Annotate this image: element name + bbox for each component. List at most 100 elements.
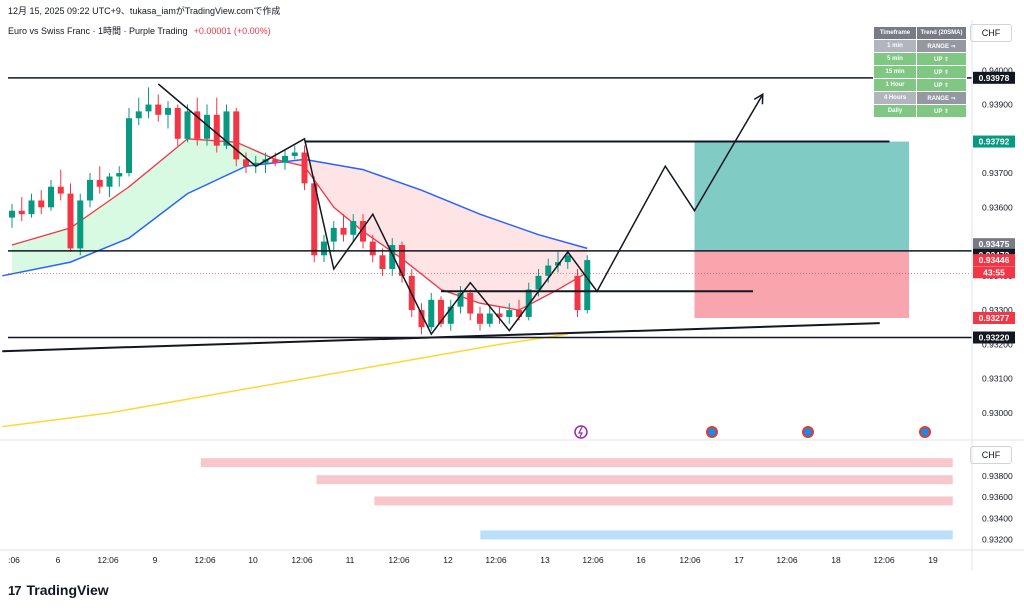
candle-body	[389, 245, 396, 269]
candle-body	[243, 159, 249, 167]
candle-body	[457, 292, 464, 307]
lightning-icon	[574, 425, 588, 439]
candle-body	[574, 275, 581, 311]
candle-body	[399, 245, 405, 276]
trend-row-timeframe: 5 min	[873, 52, 917, 66]
symbol-title: Euro vs Swiss Franc · 1時間 · Purple Tradi…	[8, 26, 188, 36]
candle-body	[194, 111, 201, 139]
candle-body	[38, 200, 45, 208]
candle-body	[545, 265, 552, 276]
candle-body	[418, 310, 425, 328]
price-label-text: 0.93978	[979, 73, 1010, 83]
candle-body	[165, 107, 171, 115]
candle-body	[213, 114, 220, 146]
trend-table-header: Timeframe Trend (20SMA)	[873, 26, 967, 40]
ma-yellow-line	[2, 333, 568, 428]
ma-red-line	[11, 138, 588, 311]
time-tick-label: :06	[8, 555, 20, 565]
event-markers	[574, 425, 931, 439]
time-tick-label: 10	[248, 555, 258, 565]
candle-body	[506, 310, 513, 317]
candle-body	[135, 111, 142, 119]
lightning-icon-bolt	[578, 426, 583, 438]
currency-button[interactable]: CHF	[970, 24, 1012, 42]
drawn-lines	[2, 77, 972, 353]
time-tick-label: 12	[443, 555, 453, 565]
time-tick-label: 13	[540, 555, 550, 565]
event-icon	[706, 426, 718, 438]
trend-row: 5 min UP ⇑	[873, 52, 967, 66]
price-tick-label: 0.93300	[982, 305, 1013, 315]
price-label-text: 0.93446	[979, 255, 1010, 265]
candle-body	[584, 260, 591, 311]
ma-cloud-fill	[12, 138, 271, 274]
volume-profile-bar	[200, 458, 953, 468]
candle-body	[233, 111, 240, 160]
time-tick-label: 12:06	[194, 555, 216, 565]
candles	[9, 87, 591, 335]
price-axis: 0.940000.939000.938000.937000.936000.935…	[0, 20, 1024, 570]
candle-body	[564, 255, 571, 263]
price-tick-label: 0.93700	[982, 168, 1013, 178]
candle-body	[223, 111, 230, 146]
candle-body	[204, 114, 210, 139]
time-tick-label: 6	[56, 555, 61, 565]
price-label-badge	[973, 135, 1015, 148]
candle-body	[311, 183, 318, 256]
trend-row-value: UP ⇑	[916, 104, 967, 118]
trend-table: Timeframe Trend (20SMA) 1 min RANGE ⇒ 5 …	[873, 26, 967, 118]
price-tick-label: 0.93100	[982, 374, 1013, 384]
symbol-line[interactable]: Euro vs Swiss Franc · 1時間 · Purple Tradi…	[8, 24, 271, 37]
candle-body	[145, 104, 152, 112]
candle-body	[330, 227, 337, 242]
candle-body	[379, 255, 386, 269]
price-label-badge	[973, 331, 1015, 344]
candle-body	[535, 275, 542, 290]
candle-body	[282, 155, 288, 163]
candle-body	[96, 179, 103, 187]
ma-cloud-fills	[12, 138, 588, 311]
volume-profile-bar	[480, 530, 953, 540]
chart-caption: 12月 15, 2025 09:22 UTC+9、tukasa_iamがTrad…	[8, 6, 281, 16]
candle-body	[272, 159, 279, 163]
trend-row: 15 min UP ⇑	[873, 65, 967, 79]
price-label-badge	[973, 266, 1015, 279]
tradingview-footer[interactable]: 17 TradingView	[8, 582, 109, 598]
time-tick-label: 12:06	[97, 555, 119, 565]
trend-row-timeframe: 1 min	[873, 39, 917, 53]
lower-tick-label: 0.93200	[982, 535, 1013, 545]
candle-body	[467, 292, 474, 314]
candle-body	[438, 299, 444, 324]
event-icon	[919, 426, 931, 438]
candle-body	[184, 111, 191, 139]
price-label-badge	[973, 238, 1015, 251]
time-tick-label: 12:06	[873, 555, 895, 565]
trend-row-value: RANGE ⇒	[916, 39, 967, 53]
ma-cloud-fill	[270, 157, 588, 311]
trend-row: Daily UP ⇑	[873, 104, 967, 118]
position-zones	[694, 141, 909, 318]
zigzag-path	[157, 83, 764, 336]
time-axis: :06 6 12:06 9 12:06 10 12:06 11 12:06 12 12:06 13 12…	[8, 555, 938, 565]
trend-header-timeframe: Timeframe	[873, 26, 917, 40]
trend-row-timeframe: Daily	[873, 104, 917, 118]
trend-row-value: UP ⇑	[916, 52, 967, 66]
time-tick-label: 12:06	[582, 555, 604, 565]
time-tick-label: 12:06	[485, 555, 507, 565]
candle-body	[360, 221, 366, 242]
event-icon-inner	[804, 428, 812, 436]
candle-body	[57, 186, 64, 194]
candle-body	[48, 186, 54, 208]
candle-body	[516, 310, 522, 317]
time-tick-label: 19	[928, 555, 938, 565]
currency-button-lower[interactable]: CHF	[970, 446, 1012, 464]
candle-body	[106, 176, 113, 187]
price-tick-label: 0.94000	[982, 65, 1013, 75]
event-icon	[802, 426, 814, 438]
time-tick-label: 12:06	[291, 555, 313, 565]
trend-row-timeframe: 15 min	[873, 65, 917, 79]
candle-body	[447, 306, 454, 324]
trend-row: 4 Hours RANGE ⇒	[873, 91, 967, 105]
candle-body	[340, 227, 347, 235]
